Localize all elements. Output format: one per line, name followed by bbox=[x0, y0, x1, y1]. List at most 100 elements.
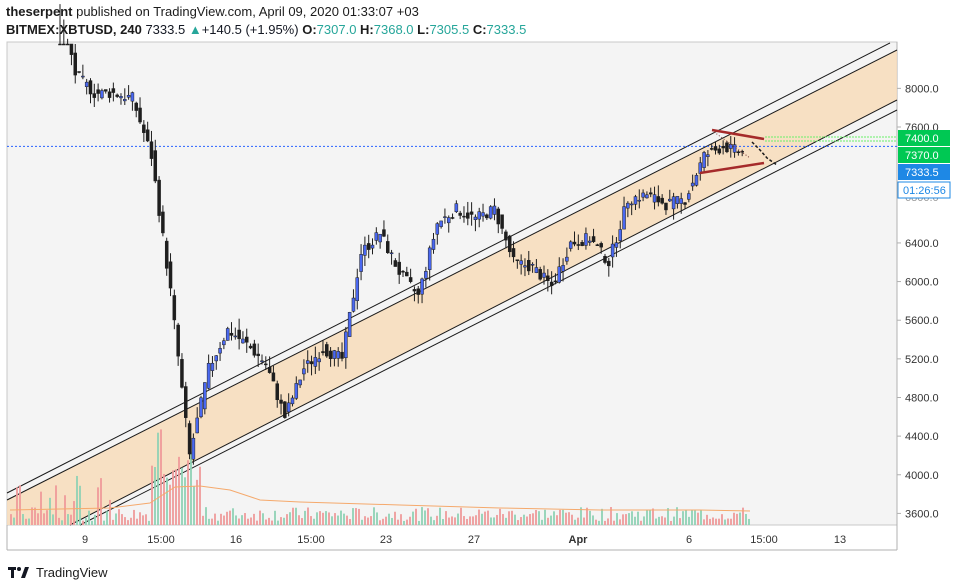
candle bbox=[656, 196, 661, 203]
author-name[interactable]: theserpent bbox=[6, 4, 73, 19]
volume-bar bbox=[571, 514, 573, 525]
volume-bar bbox=[694, 510, 696, 525]
volume-bar bbox=[142, 515, 144, 525]
volume-bar bbox=[46, 510, 48, 525]
candle bbox=[725, 142, 729, 153]
volume-bar bbox=[481, 513, 483, 525]
volume-bar bbox=[70, 514, 72, 525]
candle bbox=[652, 194, 657, 203]
candle bbox=[191, 437, 196, 460]
candle bbox=[675, 196, 680, 204]
price-chart[interactable]: 3600.0 4000.0 4400.0 4800.0 5200.0 5600.0 6000… bbox=[0, 0, 966, 560]
volume-bar bbox=[718, 518, 720, 525]
volume-bar bbox=[37, 513, 39, 525]
price-tick-label: 4400.0 bbox=[905, 431, 939, 443]
publish-info: theserpent published on TradingView.com,… bbox=[6, 4, 419, 19]
volume-bar bbox=[397, 519, 399, 525]
candle bbox=[370, 244, 375, 249]
volume-bar bbox=[151, 465, 153, 525]
candle bbox=[374, 232, 379, 241]
candle bbox=[549, 281, 554, 287]
candle bbox=[469, 211, 474, 215]
volume-bar bbox=[220, 513, 222, 525]
price-axis-bg bbox=[897, 42, 964, 525]
volume-bar bbox=[64, 495, 66, 525]
price-tick-label: 3600.0 bbox=[905, 508, 939, 520]
candle bbox=[298, 379, 302, 386]
volume-bar bbox=[313, 518, 315, 525]
volume-bar bbox=[622, 514, 624, 525]
price-tick-label: 5600.0 bbox=[905, 315, 939, 327]
price-tick-label: 6400.0 bbox=[905, 238, 939, 250]
volume-bar bbox=[547, 517, 549, 525]
volume-bar bbox=[13, 517, 15, 525]
volume-bar bbox=[745, 513, 747, 525]
candle bbox=[599, 243, 603, 248]
candle bbox=[519, 260, 523, 265]
price-axis-ticks: 3600.0 4000.0 4400.0 4800.0 5200.0 5600.0 6000… bbox=[897, 83, 939, 520]
candle bbox=[88, 80, 93, 95]
candle bbox=[184, 386, 188, 418]
volume-bar bbox=[88, 510, 90, 525]
volume-bar bbox=[31, 507, 33, 525]
candle bbox=[96, 89, 100, 94]
volume-bar bbox=[664, 517, 666, 525]
volume-bar bbox=[370, 516, 372, 525]
candle bbox=[248, 345, 253, 349]
tradingview-brand[interactable]: TradingView bbox=[36, 564, 108, 580]
up-arrow-icon: ▲ bbox=[188, 22, 202, 37]
candle bbox=[435, 223, 440, 235]
volume-bar bbox=[166, 477, 168, 525]
volume-bar bbox=[58, 517, 60, 525]
volume-bar bbox=[454, 517, 456, 525]
volume-bar bbox=[532, 513, 534, 525]
candle bbox=[488, 206, 493, 219]
volume-bar bbox=[229, 510, 231, 525]
candle bbox=[401, 270, 405, 273]
candle bbox=[241, 338, 245, 344]
volume-bar bbox=[283, 517, 285, 525]
time-axis-ticks: 9 15:00 16 15:00 23 27 Apr 6 15:00 13 bbox=[82, 534, 846, 546]
volume-bar bbox=[340, 510, 342, 525]
high-label: H: bbox=[360, 22, 374, 37]
volume-bar bbox=[406, 519, 408, 525]
candle bbox=[176, 324, 180, 357]
candle bbox=[100, 90, 104, 99]
volume-bar bbox=[643, 516, 645, 525]
volume-bar bbox=[715, 518, 717, 525]
volume-bar bbox=[691, 510, 693, 525]
volume-bar bbox=[286, 514, 288, 525]
volume-bar bbox=[682, 511, 684, 525]
time-tick-label: 13 bbox=[834, 534, 846, 546]
volume-bar bbox=[154, 466, 156, 525]
volume-bar bbox=[256, 520, 258, 525]
candle bbox=[351, 297, 356, 312]
volume-bar bbox=[505, 517, 507, 525]
volume-bar bbox=[280, 517, 282, 525]
candle bbox=[382, 229, 386, 237]
candle bbox=[290, 397, 295, 405]
volume-bar bbox=[67, 514, 69, 525]
candle bbox=[546, 275, 550, 281]
candle bbox=[504, 231, 508, 241]
candle bbox=[511, 248, 516, 258]
volume-bar bbox=[490, 517, 492, 525]
volume-bar bbox=[412, 511, 414, 525]
candle bbox=[458, 212, 462, 216]
volume-bar bbox=[574, 519, 576, 525]
candle bbox=[450, 217, 455, 219]
volume-bar bbox=[184, 477, 186, 525]
volume-bar bbox=[550, 515, 552, 525]
volume-bar bbox=[649, 510, 651, 525]
volume-bar bbox=[439, 507, 441, 525]
volume-bar bbox=[118, 509, 120, 525]
volume-bar bbox=[301, 518, 303, 525]
volume-bar bbox=[733, 512, 735, 525]
volume-bar bbox=[133, 509, 135, 525]
candle bbox=[732, 144, 737, 153]
last-price: 7333.5 bbox=[145, 22, 186, 37]
volume-bar bbox=[595, 519, 597, 525]
candle bbox=[218, 348, 222, 354]
candle bbox=[328, 350, 333, 359]
candle bbox=[62, 43, 66, 46]
